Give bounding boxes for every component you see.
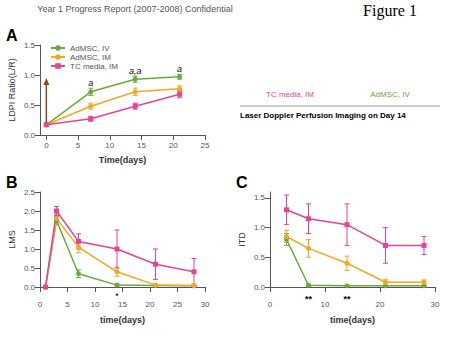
- svg-text:Figure 1: Figure 1: [363, 2, 417, 20]
- svg-text:Laser Doppler Perfusion Imagin: Laser Doppler Perfusion Imaging on Day 1…: [240, 111, 406, 120]
- svg-text:0: 0: [44, 141, 49, 150]
- svg-text:C: C: [236, 174, 248, 191]
- svg-text:5: 5: [65, 300, 70, 309]
- svg-text:TC media, IM: TC media, IM: [266, 90, 314, 99]
- svg-text:0.5: 0.5: [254, 253, 266, 262]
- svg-text:1.0: 1.0: [254, 223, 266, 232]
- svg-text:AdMSC, IV: AdMSC, IV: [370, 90, 410, 99]
- svg-text:10: 10: [105, 141, 114, 150]
- svg-text:a: a: [88, 78, 93, 88]
- svg-text:LMS: LMS: [7, 230, 17, 249]
- svg-text:0: 0: [268, 300, 273, 309]
- svg-text:a: a: [177, 64, 182, 74]
- svg-text:ITD: ITD: [237, 232, 247, 247]
- svg-text:time(days): time(days): [330, 315, 375, 325]
- svg-text:30: 30: [201, 300, 210, 309]
- svg-text:Time(days): Time(days): [99, 155, 146, 165]
- svg-text:*: *: [115, 291, 119, 301]
- svg-text:A: A: [6, 27, 18, 44]
- svg-text:20: 20: [146, 300, 155, 309]
- svg-text:0.5: 0.5: [24, 101, 36, 110]
- svg-text:10: 10: [321, 300, 330, 309]
- svg-text:LDPI Ratio(L/R): LDPI Ratio(L/R): [7, 58, 17, 122]
- svg-text:**: **: [305, 294, 313, 304]
- svg-text:1.5: 1.5: [24, 41, 36, 50]
- svg-text:B: B: [6, 174, 18, 191]
- svg-text:Year 1 Progress Report (2007-2: Year 1 Progress Report (2007-2008) Confi…: [37, 4, 232, 14]
- svg-text:1.0: 1.0: [24, 71, 36, 80]
- svg-text:0.0: 0.0: [24, 131, 36, 140]
- svg-text:AdMSC, IM: AdMSC, IM: [70, 53, 111, 62]
- svg-text:0: 0: [38, 300, 43, 309]
- svg-text:25: 25: [173, 300, 182, 309]
- svg-text:0.0: 0.0: [254, 283, 266, 292]
- svg-text:0.0: 0.0: [24, 283, 36, 292]
- svg-text:2.5: 2.5: [24, 188, 36, 197]
- svg-text:TC media, IM: TC media, IM: [70, 62, 118, 71]
- svg-text:10: 10: [91, 300, 100, 309]
- svg-text:5: 5: [76, 141, 81, 150]
- svg-text:time(days): time(days): [100, 315, 145, 325]
- svg-text:1.5: 1.5: [24, 226, 36, 235]
- svg-text:a,a: a,a: [129, 66, 142, 76]
- svg-text:1.0: 1.0: [24, 245, 36, 254]
- svg-text:15: 15: [118, 300, 127, 309]
- svg-text:1.5: 1.5: [254, 193, 266, 202]
- svg-text:30: 30: [431, 300, 440, 309]
- svg-text:15: 15: [137, 141, 146, 150]
- svg-text:**: **: [343, 294, 351, 304]
- svg-text:20: 20: [169, 141, 178, 150]
- svg-text:20: 20: [376, 300, 385, 309]
- svg-text:25: 25: [201, 141, 210, 150]
- svg-text:2.0: 2.0: [24, 207, 36, 216]
- svg-text:0.5: 0.5: [24, 264, 36, 273]
- svg-text:AdMSC, IV: AdMSC, IV: [70, 44, 110, 53]
